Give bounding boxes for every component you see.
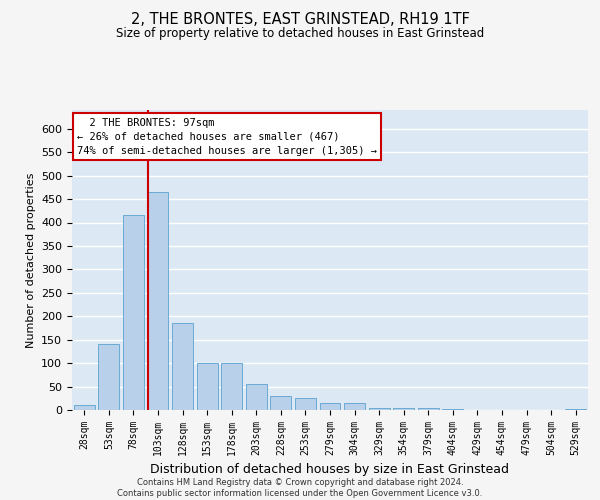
X-axis label: Distribution of detached houses by size in East Grinstead: Distribution of detached houses by size … xyxy=(151,464,509,476)
Bar xyxy=(197,363,218,410)
Bar xyxy=(565,408,586,410)
Bar xyxy=(246,384,267,410)
Text: Contains HM Land Registry data © Crown copyright and database right 2024.
Contai: Contains HM Land Registry data © Crown c… xyxy=(118,478,482,498)
Text: 2 THE BRONTES: 97sqm
← 26% of detached houses are smaller (467)
74% of semi-deta: 2 THE BRONTES: 97sqm ← 26% of detached h… xyxy=(77,118,377,156)
Text: Size of property relative to detached houses in East Grinstead: Size of property relative to detached ho… xyxy=(116,28,484,40)
Text: 2, THE BRONTES, EAST GRINSTEAD, RH19 1TF: 2, THE BRONTES, EAST GRINSTEAD, RH19 1TF xyxy=(131,12,469,28)
Bar xyxy=(344,403,365,410)
Bar xyxy=(368,408,389,410)
Bar xyxy=(418,408,439,410)
Bar xyxy=(221,363,242,410)
Bar xyxy=(295,398,316,410)
Bar xyxy=(172,324,193,410)
Bar xyxy=(393,408,414,410)
Bar xyxy=(74,406,95,410)
Bar xyxy=(148,192,169,410)
Bar xyxy=(442,408,463,410)
Bar xyxy=(123,216,144,410)
Bar xyxy=(320,403,340,410)
Bar xyxy=(98,344,119,410)
Bar xyxy=(271,396,292,410)
Y-axis label: Number of detached properties: Number of detached properties xyxy=(26,172,35,348)
